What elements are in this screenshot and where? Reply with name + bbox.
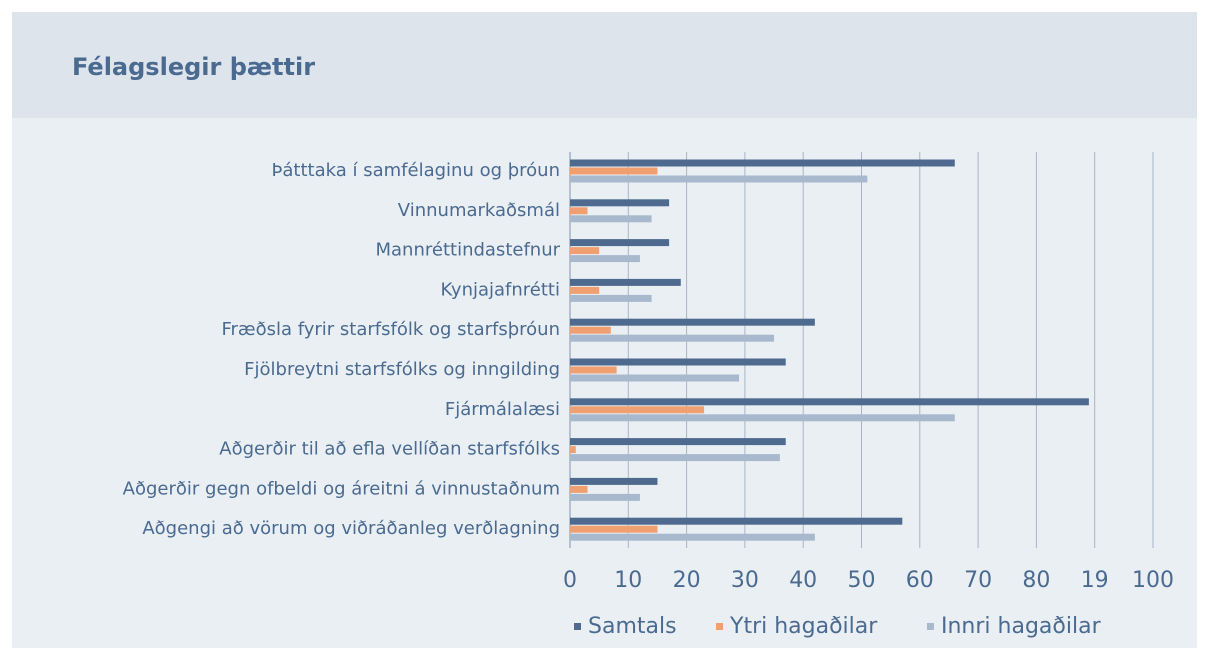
bar: [570, 255, 640, 263]
y-tick-label: Mannréttindastefnur: [376, 240, 561, 261]
bar: [570, 477, 658, 485]
legend-marker: [927, 623, 934, 630]
y-tick-label: Fjölbreytni starfsfólks og inngilding: [244, 359, 560, 380]
x-tick-label: 60: [906, 568, 934, 593]
y-tick-label: Aðgerðir gegn ofbeldi og áreitni á vinnu…: [123, 478, 560, 499]
bar: [570, 334, 775, 342]
chart-title: Félagslegir þættir: [72, 53, 315, 81]
x-tick-label: 40: [789, 568, 817, 593]
legend-label: Ytri hagaðilar: [729, 614, 878, 639]
x-tick-label: 70: [964, 568, 992, 593]
x-tick-label: 0: [563, 568, 577, 593]
legend-marker: [716, 623, 723, 630]
bar: [570, 278, 681, 286]
y-tick-label: Aðgengi að vörum og viðráðanleg verðlagn…: [142, 518, 560, 539]
bar: [570, 366, 617, 374]
bar: [570, 167, 658, 175]
y-tick-label: Kynjajafnrétti: [440, 279, 560, 300]
header: [12, 12, 1197, 118]
x-tick-label: 19: [1081, 568, 1109, 593]
bar: [570, 199, 670, 207]
bar: [570, 517, 903, 525]
x-tick-label: 30: [731, 568, 759, 593]
legend-label: Samtals: [588, 614, 677, 639]
bar: [570, 207, 588, 215]
y-tick-label: Fræðsla fyrir starfsfólk og starfsþróun: [221, 319, 560, 340]
y-tick-label: Aðgerðir til að efla vellíðan starfsfólk…: [219, 439, 560, 460]
bar: [570, 485, 588, 493]
y-tick-label: Fjármálalæsi: [445, 399, 560, 420]
bar: [570, 446, 576, 454]
x-tick-label: 80: [1022, 568, 1050, 593]
bar: [570, 533, 815, 541]
bar: [570, 493, 640, 501]
bar: [570, 318, 815, 326]
bar: [570, 239, 670, 247]
x-tick-label: 50: [848, 568, 876, 593]
bar: [570, 215, 652, 223]
x-tick-label: 20: [673, 568, 701, 593]
legend-marker: [574, 623, 581, 630]
bar: [570, 294, 652, 302]
bar: [570, 398, 1089, 406]
bar: [570, 286, 600, 294]
bar: [570, 175, 868, 183]
bar: [570, 525, 658, 533]
legend-label: Innri hagaðilar: [941, 614, 1102, 639]
bar: [570, 414, 955, 422]
bar: [570, 358, 786, 366]
x-tick-label: 100: [1132, 568, 1174, 593]
y-tick-label: Þátttaka í samfélaginu og þróun: [272, 160, 560, 181]
bar: [570, 159, 955, 167]
bar: [570, 454, 780, 462]
y-tick-label: Vinnumarkaðsmál: [398, 200, 560, 221]
bar: [570, 438, 786, 446]
bar: [570, 406, 705, 414]
bar: [570, 326, 611, 334]
bar: [570, 374, 740, 382]
x-tick-label: 10: [614, 568, 642, 593]
bar: [570, 247, 600, 255]
